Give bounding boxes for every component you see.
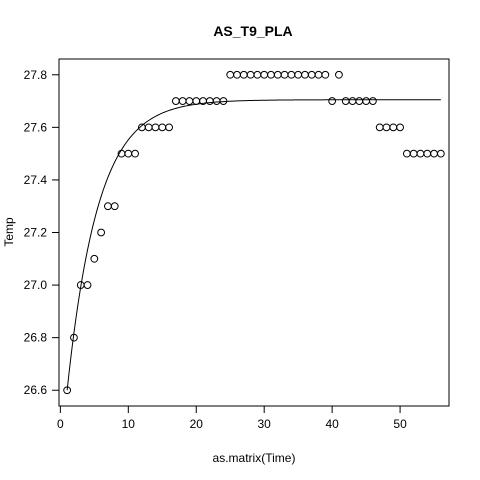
y-tick-label: 27.2: [24, 226, 48, 240]
data-point: [416, 149, 425, 158]
data-point: [97, 228, 106, 237]
data-point: [287, 70, 296, 79]
x-axis-label: as.matrix(Time): [213, 451, 296, 465]
y-tick-label: 26.6: [24, 383, 48, 397]
data-point: [341, 97, 350, 105]
data-point: [226, 70, 235, 79]
data-point: [205, 97, 214, 105]
data-point: [246, 70, 255, 79]
data-point: [423, 149, 432, 158]
y-axis-label: Temp: [2, 217, 16, 247]
x-tick-label: 50: [393, 417, 407, 431]
data-point: [362, 97, 371, 105]
data-point: [369, 97, 377, 105]
data-point: [192, 97, 201, 105]
fit-curve: [66, 99, 441, 391]
data-point: [171, 97, 180, 105]
data-point: [314, 70, 323, 79]
data-point: [273, 70, 282, 79]
x-tick-label: 20: [190, 417, 204, 431]
data-point: [158, 123, 167, 132]
y-tick-label: 26.8: [24, 331, 48, 345]
data-point: [165, 123, 173, 132]
data-point: [260, 70, 269, 79]
y-axis: 26.6 26.8 27.0 27.2 27.4 27.6 27.8: [24, 68, 60, 397]
data-point: [382, 123, 391, 132]
data-point: [219, 97, 228, 105]
x-tick-label: 40: [325, 417, 339, 431]
plot-frame: [58, 58, 450, 407]
points-layer: [63, 70, 445, 395]
data-point: [389, 123, 398, 132]
data-point: [110, 202, 119, 211]
data-point: [307, 70, 316, 79]
data-point: [355, 97, 364, 105]
data-point: [253, 70, 262, 79]
data-point: [267, 70, 275, 79]
y-tick-label: 27.0: [24, 278, 48, 292]
y-tick-label: 27.4: [24, 173, 48, 187]
data-point: [348, 97, 357, 105]
data-point: [402, 149, 411, 158]
data-point: [409, 149, 418, 158]
x-tick-label: 0: [57, 417, 64, 431]
data-point: [124, 149, 133, 158]
data-point: [70, 333, 78, 342]
data-point: [335, 70, 343, 79]
data-point: [396, 123, 404, 132]
data-point: [233, 70, 241, 79]
y-tick-label: 27.6: [24, 120, 48, 134]
x-tick-label: 30: [258, 417, 272, 431]
x-tick-label: 10: [122, 417, 136, 431]
data-point: [178, 97, 187, 105]
data-point: [294, 70, 303, 79]
data-point: [239, 70, 248, 79]
data-point: [375, 123, 384, 132]
data-point: [436, 149, 445, 158]
data-point: [104, 202, 112, 211]
data-point: [280, 70, 289, 79]
data-point: [185, 97, 194, 105]
data-point: [144, 123, 153, 132]
data-point: [212, 97, 221, 105]
chart-title: AS_T9_PLA: [213, 23, 292, 39]
data-point: [131, 149, 140, 158]
data-point: [328, 97, 337, 105]
fit-curve-layer: [66, 99, 441, 391]
data-point: [63, 386, 72, 395]
data-point: [301, 70, 309, 79]
data-point: [430, 149, 438, 158]
x-axis: 0 10 20 30 40 50: [57, 405, 407, 431]
data-point: [90, 254, 99, 263]
data-point: [83, 281, 92, 289]
data-point: [151, 123, 160, 132]
y-tick-label: 27.8: [24, 68, 48, 82]
data-point: [321, 70, 330, 79]
